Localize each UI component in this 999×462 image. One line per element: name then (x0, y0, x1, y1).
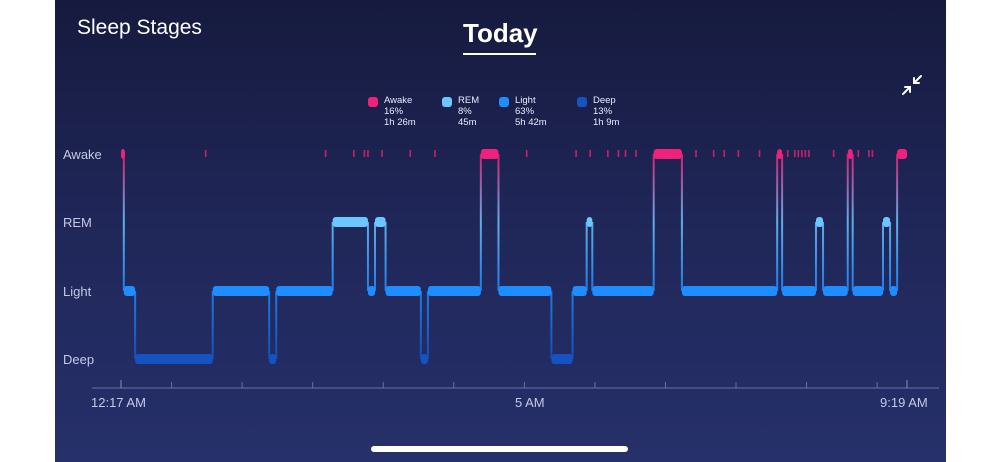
brief-awakening (786, 150, 789, 157)
brief-awakening (624, 150, 627, 157)
hypnogram-chart (92, 149, 939, 389)
brief-awakening (324, 150, 327, 157)
brief-awakening (635, 150, 637, 157)
legend-deep-name: Deep (593, 95, 616, 106)
y-label-light: Light (63, 284, 92, 299)
stage-segment-awake (897, 149, 907, 159)
stage-segment-light (498, 286, 552, 296)
stage-segment-light (823, 286, 848, 296)
stage-segment-light (681, 286, 778, 296)
x-tick-label-start: 12:17 AM (91, 395, 146, 410)
brief-awakening (381, 150, 383, 157)
legend-awake-swatch (368, 97, 378, 107)
stage-segment-deep (135, 354, 213, 364)
stage-segment-awake (480, 149, 499, 159)
brief-awakening (525, 150, 528, 157)
tab-today[interactable]: Today (463, 18, 538, 48)
stage-segment-rem (586, 217, 593, 227)
stage-segment-rem (375, 217, 386, 227)
stage-segment-light (385, 286, 421, 296)
brief-awakening (804, 150, 807, 157)
legend-rem: REM 8% 45m (442, 95, 479, 128)
stage-segment-light (572, 286, 587, 296)
x-tick-label-5am: 5 AM (515, 395, 545, 410)
stage-segment-light (367, 286, 376, 296)
y-label-rem: REM (63, 215, 92, 230)
legend-deep-duration: 1h 9m (593, 117, 620, 128)
brief-awakening (723, 150, 726, 157)
brief-awakening (589, 150, 592, 157)
legend-awake-name: Awake (384, 95, 413, 106)
stage-segment-light (890, 286, 898, 296)
brief-awakening (363, 150, 366, 157)
brief-awakening (871, 150, 874, 157)
brief-awakening (737, 150, 740, 157)
legend-awake: Awake 16% 1h 26m (368, 95, 416, 128)
tab-underline (463, 53, 536, 55)
brief-awakening (409, 150, 412, 157)
brief-awakening (607, 150, 609, 157)
legend-light-name: Light (515, 95, 536, 106)
stage-segment-deep (420, 354, 428, 364)
brief-awakening (801, 150, 803, 157)
stage-segment-light (852, 286, 884, 296)
brief-awakening (712, 150, 715, 157)
stage-segment-light (427, 286, 481, 296)
x-tick-label-end: 9:19 AM (880, 395, 928, 410)
y-label-deep: Deep (63, 352, 95, 367)
brief-awakening (353, 150, 355, 157)
y-label-awake: Awake (63, 147, 102, 162)
stage-segment-light (212, 286, 270, 296)
legend-rem-name: REM (458, 95, 480, 106)
stage-segment-rem (883, 217, 891, 227)
stage-segment-rem (815, 217, 824, 227)
brief-awakening (797, 150, 800, 157)
stage-segment-deep (269, 354, 277, 364)
stage-segment-awake (653, 149, 682, 159)
legend-rem-percent: 8% (458, 106, 472, 117)
stage-segment-awake (121, 149, 125, 159)
page-title: Sleep Stages (77, 16, 202, 39)
legend-light-percent: 63% (515, 106, 535, 117)
legend-light: Light 63% 5h 42m (499, 95, 547, 128)
brief-awakening (367, 150, 369, 157)
collapse-arrows-icon[interactable] (900, 73, 924, 97)
brief-awakening (575, 150, 577, 157)
legend-deep-swatch (577, 97, 587, 107)
brief-awakening (204, 150, 207, 157)
stage-segment-rem (332, 217, 368, 227)
stage-segment-light (276, 286, 333, 296)
stage-segment-awake (847, 149, 853, 159)
legend-deep-percent: 13% (593, 106, 613, 117)
sleep-screen: Sleep Stages Today Awake 16% 1h 26m REM … (55, 0, 946, 462)
brief-awakening (758, 150, 761, 157)
legend-awake-duration: 1h 26m (384, 117, 416, 128)
legend-deep: Deep 13% 1h 9m (577, 95, 619, 128)
brief-awakening (868, 150, 870, 157)
stage-segment-light (123, 286, 136, 296)
legend-light-duration: 5h 42m (515, 117, 547, 128)
brief-awakening (434, 150, 436, 157)
brief-awakening (857, 150, 860, 157)
legend-light-swatch (499, 97, 509, 107)
stage-segment-light (592, 286, 654, 296)
stage-segment-deep (551, 354, 573, 364)
stage-segment-light (782, 286, 816, 296)
home-indicator[interactable] (371, 446, 628, 452)
brief-awakening (617, 150, 620, 157)
legend-rem-duration: 45m (458, 117, 477, 128)
brief-awakening (808, 150, 810, 157)
brief-awakening (695, 150, 697, 157)
brief-awakening (832, 150, 835, 157)
brief-awakening (794, 150, 796, 157)
legend-rem-swatch (442, 97, 452, 107)
stage-segment-awake (777, 149, 783, 159)
legend-awake-percent: 16% (384, 106, 404, 117)
